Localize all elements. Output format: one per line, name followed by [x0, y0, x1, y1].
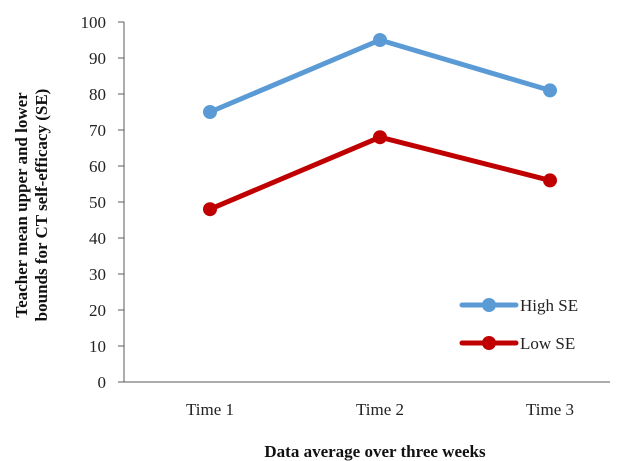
- series-line: [207, 37, 553, 115]
- legend: High SE Low SE: [459, 296, 578, 353]
- y-tick-label: 10: [89, 337, 106, 356]
- y-tick-label: 60: [89, 157, 106, 176]
- y-axis-title-line-1: Teacher mean upper and lower: [12, 92, 31, 318]
- x-axis-title: Data average over three weeks: [264, 442, 486, 461]
- x-tick-label: Time 1: [186, 400, 234, 419]
- y-tick-label: 70: [89, 121, 106, 140]
- y-tick-label: 30: [89, 265, 106, 284]
- legend-item-high-se: High SE: [459, 296, 578, 315]
- legend-label: Low SE: [520, 334, 575, 353]
- data-point: [203, 105, 217, 119]
- series-low-se: [203, 130, 557, 217]
- y-tick-label: 100: [81, 13, 107, 32]
- y-tick-label: 20: [89, 301, 106, 320]
- y-axis: 0 10 20 30 40 50 60 70 80 90 100: [81, 13, 125, 392]
- data-point: [373, 33, 387, 47]
- y-tick-label: 80: [89, 85, 106, 104]
- y-tick-label: 0: [98, 373, 107, 392]
- series-layer: [203, 33, 557, 217]
- x-tick-label: Time 3: [526, 400, 574, 419]
- y-axis-title: Teacher mean upper and lower bounds for …: [12, 89, 51, 322]
- legend-item-low-se: Low SE: [459, 334, 575, 353]
- y-tick-label: 90: [89, 49, 106, 68]
- y-tick-label: 40: [89, 229, 106, 248]
- data-point: [203, 202, 217, 217]
- x-axis: Time 1 Time 2 Time 3: [124, 381, 610, 419]
- legend-marker: [482, 298, 496, 312]
- series-line: [207, 134, 553, 212]
- series-high-se: [203, 33, 557, 119]
- x-tick-label: Time 2: [356, 400, 404, 419]
- data-point: [373, 130, 387, 145]
- y-tick-label: 50: [89, 193, 106, 212]
- y-axis-title-line-2: bounds for CT self-efficacy (SE): [32, 89, 51, 322]
- data-point: [543, 83, 557, 98]
- legend-marker: [482, 336, 496, 350]
- legend-label: High SE: [520, 296, 578, 315]
- data-point: [543, 173, 557, 188]
